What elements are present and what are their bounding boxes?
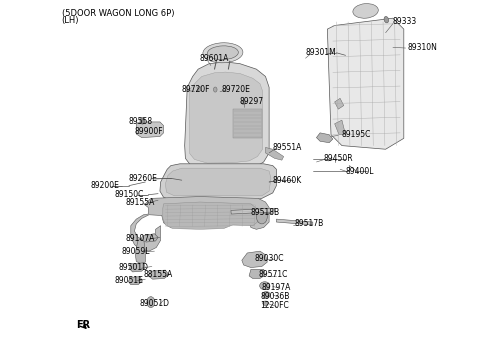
Text: 89558: 89558 — [129, 118, 153, 126]
Text: 89155A: 89155A — [125, 198, 155, 206]
Polygon shape — [135, 238, 145, 264]
Polygon shape — [249, 269, 265, 278]
Text: 89051E: 89051E — [114, 276, 144, 285]
Text: 89450R: 89450R — [324, 154, 353, 163]
Text: 89900F: 89900F — [134, 127, 163, 135]
Text: 89551A: 89551A — [273, 143, 302, 152]
Text: 89107A: 89107A — [125, 234, 155, 243]
Text: 89501D: 89501D — [118, 263, 148, 272]
Polygon shape — [166, 168, 271, 196]
Text: (LH): (LH) — [61, 16, 79, 25]
Ellipse shape — [262, 292, 270, 298]
Ellipse shape — [353, 4, 378, 18]
Ellipse shape — [140, 118, 145, 124]
Text: 89297: 89297 — [240, 98, 264, 106]
Polygon shape — [231, 208, 275, 214]
Ellipse shape — [260, 282, 270, 290]
Ellipse shape — [207, 46, 239, 60]
Polygon shape — [128, 277, 143, 285]
Ellipse shape — [203, 43, 243, 63]
Text: 1220FC: 1220FC — [260, 301, 289, 310]
Polygon shape — [141, 234, 158, 242]
Text: 89036B: 89036B — [260, 292, 289, 301]
Text: 89333: 89333 — [393, 17, 417, 26]
Polygon shape — [265, 147, 284, 160]
Text: 89310N: 89310N — [408, 43, 437, 52]
Polygon shape — [327, 18, 404, 149]
Polygon shape — [160, 164, 276, 200]
Ellipse shape — [147, 297, 155, 308]
Polygon shape — [129, 263, 145, 272]
Polygon shape — [136, 122, 164, 138]
Ellipse shape — [263, 301, 268, 305]
Text: 89518B: 89518B — [251, 209, 280, 217]
Text: 89720F: 89720F — [182, 85, 210, 94]
Text: 89571C: 89571C — [258, 270, 288, 279]
Polygon shape — [335, 98, 344, 109]
Polygon shape — [242, 251, 267, 268]
Text: 88155A: 88155A — [144, 270, 173, 279]
Text: 89517B: 89517B — [295, 219, 324, 228]
Text: 89460K: 89460K — [273, 176, 302, 185]
Text: 89301M: 89301M — [306, 48, 336, 57]
Text: 89197A: 89197A — [262, 283, 291, 292]
Polygon shape — [131, 197, 269, 251]
Polygon shape — [233, 109, 262, 138]
Text: 89150C: 89150C — [114, 190, 144, 199]
Text: 89260E: 89260E — [129, 174, 158, 183]
Ellipse shape — [256, 209, 267, 224]
Polygon shape — [163, 202, 257, 229]
Ellipse shape — [214, 87, 217, 92]
Polygon shape — [316, 133, 333, 143]
Text: 89601A: 89601A — [200, 54, 229, 63]
Text: 89051D: 89051D — [140, 300, 170, 308]
Ellipse shape — [197, 86, 201, 91]
Text: 89195C: 89195C — [342, 130, 372, 139]
Text: 89400L: 89400L — [346, 167, 374, 175]
Text: FR: FR — [76, 320, 90, 330]
Polygon shape — [190, 72, 263, 163]
Polygon shape — [335, 120, 346, 135]
Text: 89200E: 89200E — [91, 181, 120, 190]
Text: 89030C: 89030C — [254, 254, 284, 263]
Polygon shape — [185, 62, 269, 169]
Polygon shape — [148, 270, 169, 279]
Text: 89059L: 89059L — [122, 247, 150, 256]
Ellipse shape — [384, 16, 389, 23]
Polygon shape — [276, 219, 313, 225]
Ellipse shape — [241, 101, 246, 104]
Text: (5DOOR WAGON LONG 6P): (5DOOR WAGON LONG 6P) — [61, 9, 174, 18]
Text: 89720E: 89720E — [222, 85, 251, 94]
